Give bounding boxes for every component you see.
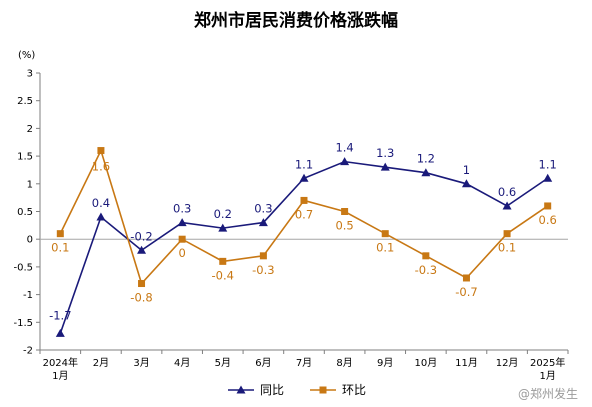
x-tick-label: 2024年 1月	[43, 356, 78, 382]
point-yoy	[461, 179, 471, 188]
data-label-yoy: 0.3	[254, 202, 272, 216]
point-yoy	[421, 168, 431, 177]
x-tick-label: 6月	[255, 357, 271, 369]
point-mom	[422, 252, 430, 260]
point-mom	[178, 235, 186, 243]
data-label-mom: -0.7	[455, 285, 477, 299]
data-label-yoy: 1	[463, 163, 470, 177]
data-label-mom: 0	[178, 246, 185, 260]
legend-label-yoy: 同比	[260, 383, 284, 397]
point-mom	[341, 208, 349, 215]
y-tick-label: -2	[23, 346, 33, 357]
legend: 同比 环比	[228, 383, 366, 397]
data-label-mom: 0.5	[335, 219, 353, 233]
point-yoy	[502, 201, 512, 210]
y-tick-label: 2	[27, 124, 33, 135]
data-label-yoy: -0.2	[130, 229, 152, 243]
point-mom	[503, 230, 511, 238]
x-tick-label: 7月	[296, 357, 312, 369]
data-label-mom: -0.3	[252, 263, 274, 277]
point-yoy	[55, 328, 65, 337]
point-mom	[544, 202, 552, 210]
point-mom	[381, 230, 389, 238]
x-tick-label: 2025年 1月	[530, 356, 565, 382]
point-yoy	[340, 157, 350, 166]
chart-title: 郑州市居民消费价格涨跌幅	[194, 10, 398, 31]
point-yoy	[218, 223, 228, 232]
y-axis-unit: (%)	[18, 50, 35, 61]
data-label-yoy: 0.3	[173, 202, 191, 216]
y-tick-label: -1.5	[13, 318, 33, 329]
x-tick-label: 3月	[133, 357, 149, 369]
data-label-mom: -0.8	[130, 291, 152, 305]
data-labels: -1.7 0.4 -0.2 0.3 0.2 0.3 1.1 1.4 1.3 1.2 1 0.6 1.1 0…	[49, 141, 557, 323]
point-yoy	[177, 218, 187, 227]
watermark: @郑州发生	[518, 386, 578, 401]
x-tick-label: 8月	[336, 357, 352, 369]
y-tick-label: 0	[27, 235, 33, 246]
point-yoy	[137, 245, 147, 254]
x-tick-label: 2月	[93, 357, 109, 369]
data-label-mom: 0.1	[376, 241, 394, 255]
point-mom	[219, 257, 227, 265]
y-tick-label: 0.5	[17, 207, 33, 218]
legend-marker-mom	[319, 386, 327, 394]
x-tick-label: 9月	[377, 357, 393, 369]
data-label-yoy: 1.4	[335, 141, 353, 155]
point-yoy	[543, 173, 553, 182]
point-yoy	[258, 218, 268, 227]
data-label-yoy: 1.1	[295, 157, 313, 171]
point-yoy	[380, 162, 390, 171]
data-label-yoy: -1.7	[49, 308, 71, 322]
data-label-yoy: 0.6	[498, 185, 516, 199]
data-label-mom: 0.1	[498, 241, 516, 255]
y-tick-label: -0.5	[13, 262, 33, 273]
legend-marker-yoy	[236, 385, 246, 394]
y-tick-label: 1.5	[17, 152, 33, 163]
axes: -2 -1.5 -1 -0.5 0 0.5 1 1.5 2 2.5 3 2024年 1月 2月 3月 4月 5月…	[13, 69, 569, 382]
data-label-mom: 0.1	[51, 241, 69, 255]
y-tick-label: 3	[27, 69, 33, 80]
point-mom	[56, 230, 64, 238]
x-tick-label: 12月	[496, 357, 519, 369]
point-mom	[97, 147, 105, 155]
point-mom	[462, 274, 470, 282]
point-yoy	[96, 212, 106, 221]
x-tick-label: 11月	[455, 357, 478, 369]
data-label-yoy: 1.3	[376, 146, 394, 160]
data-label-mom: 0.7	[295, 207, 313, 221]
x-tick-label: 5月	[215, 357, 231, 369]
data-label-yoy: 1.2	[417, 152, 435, 166]
point-mom	[300, 196, 308, 204]
series-line-yoy	[59, 160, 549, 334]
data-label-yoy: 1.1	[539, 157, 557, 171]
marks	[55, 147, 553, 337]
y-tick-label: -1	[23, 290, 33, 301]
data-label-mom: -0.4	[212, 268, 234, 282]
data-label-mom: 1.6	[92, 160, 110, 174]
y-tick-label: 1	[27, 179, 33, 190]
x-tick-label: 4月	[174, 357, 190, 369]
y-tick-label: 2.5	[17, 96, 33, 107]
point-mom	[259, 252, 267, 260]
data-label-mom: -0.3	[415, 263, 437, 277]
x-tick-label: 10月	[414, 357, 437, 369]
legend-label-mom: 环比	[342, 383, 366, 397]
data-label-mom: 0.6	[539, 213, 557, 227]
data-label-yoy: 0.4	[92, 196, 110, 210]
data-label-yoy: 0.2	[214, 207, 232, 221]
point-mom	[138, 280, 146, 288]
point-yoy	[299, 173, 309, 182]
